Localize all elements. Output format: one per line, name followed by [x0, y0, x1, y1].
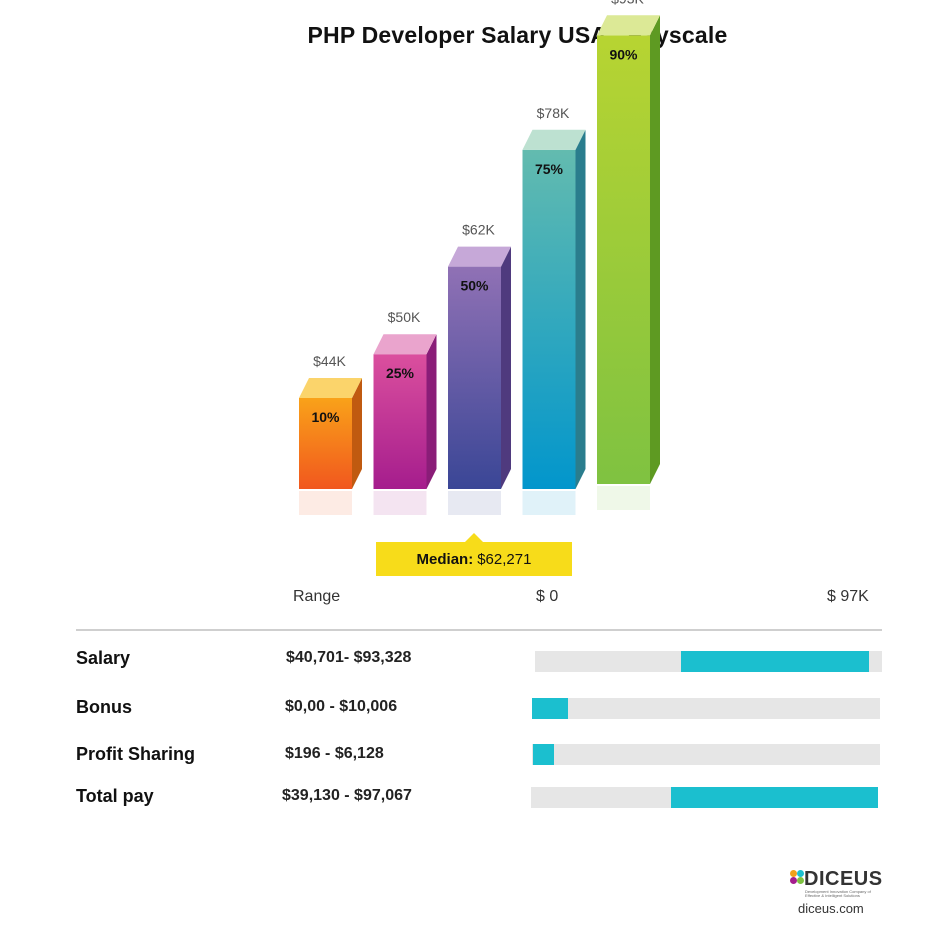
bar-reflection [448, 491, 501, 515]
bar-value-label: $50K [388, 309, 421, 325]
range-track-total-pay [531, 787, 879, 808]
range-fill-profit-sharing [532, 744, 554, 765]
logo-dot [797, 870, 804, 877]
logo-dot [797, 877, 804, 884]
bar-10pct: 10% $44K [299, 353, 362, 515]
logo-dot [790, 877, 797, 884]
logo-url: diceus.com [798, 901, 864, 916]
bar-side [575, 129, 586, 490]
logo-wordmark: DICEUS [804, 868, 883, 890]
range-fill-bonus [532, 698, 568, 719]
bar-90pct: 90% $93K [597, 0, 660, 510]
bar-reflection [373, 491, 427, 515]
row-label-bonus: Bonus [76, 697, 132, 717]
range-header-label: Range [293, 588, 341, 605]
bar-50pct: 50% $62K [448, 222, 511, 515]
bar-front [522, 149, 576, 490]
bar-front [373, 354, 427, 489]
bar-front [299, 398, 352, 489]
salary-bar-chart: 10% $44K 25% $50K 50% $62K 75% $78K 90% $93K [299, 0, 660, 515]
row-label-profit-sharing: Profit Sharing [76, 744, 196, 764]
bar-75pct: 75% $78K [522, 105, 586, 515]
diceus-logo: DICEUS Development Innovation Company of… [786, 866, 882, 916]
range-track-bonus [532, 698, 880, 719]
range-fill-salary [680, 651, 869, 672]
row-range-salary: $40,701- $93,328 [286, 649, 412, 666]
bar-25pct: 25% $50K [373, 309, 437, 515]
divider [76, 629, 882, 631]
range-track-salary [535, 651, 882, 672]
bar-side [650, 15, 660, 485]
bar-percentile-label: 50% [460, 278, 489, 294]
bar-front [597, 35, 650, 485]
bar-top [373, 334, 437, 355]
bar-reflection [522, 491, 576, 515]
bar-side [501, 246, 511, 489]
bar-front [448, 266, 501, 489]
bar-value-label: $44K [313, 353, 346, 369]
row-label-total-pay: Total pay [76, 786, 154, 806]
bar-reflection [597, 486, 650, 510]
logo-tagline: Development Innovation Company of Effect… [805, 889, 871, 898]
median-callout: Median: $62,271 [376, 533, 572, 576]
bar-percentile-label: 75% [535, 161, 564, 177]
bar-top [597, 15, 660, 36]
bar-top [299, 378, 362, 398]
bar-percentile-label: 10% [311, 409, 340, 425]
row-range-bonus: $0,00 - $10,006 [285, 698, 398, 715]
bar-value-label: $78K [537, 105, 570, 121]
row-range-profit-sharing: $196 - $6,128 [285, 745, 384, 762]
row-label-salary: Salary [76, 648, 131, 668]
bar-reflection [299, 491, 352, 515]
bar-top [448, 246, 511, 267]
bar-value-label: $93K [611, 0, 644, 6]
logo-dot [790, 870, 797, 877]
range-header-min: $ 0 [536, 588, 559, 605]
range-fill-total-pay [670, 787, 879, 808]
bar-value-label: $62K [462, 222, 495, 238]
median-value: $62,271 [477, 550, 532, 568]
range-header-max: $ 97K [827, 588, 869, 605]
row-range-total-pay: $39,130 - $97,067 [282, 787, 412, 804]
median-label: Median: [416, 550, 474, 568]
bar-percentile-label: 90% [609, 46, 638, 62]
bar-side [352, 378, 362, 489]
bar-side [426, 334, 437, 489]
range-track-profit-sharing [532, 744, 880, 765]
bar-percentile-label: 25% [386, 365, 415, 381]
bar-top [522, 129, 586, 150]
